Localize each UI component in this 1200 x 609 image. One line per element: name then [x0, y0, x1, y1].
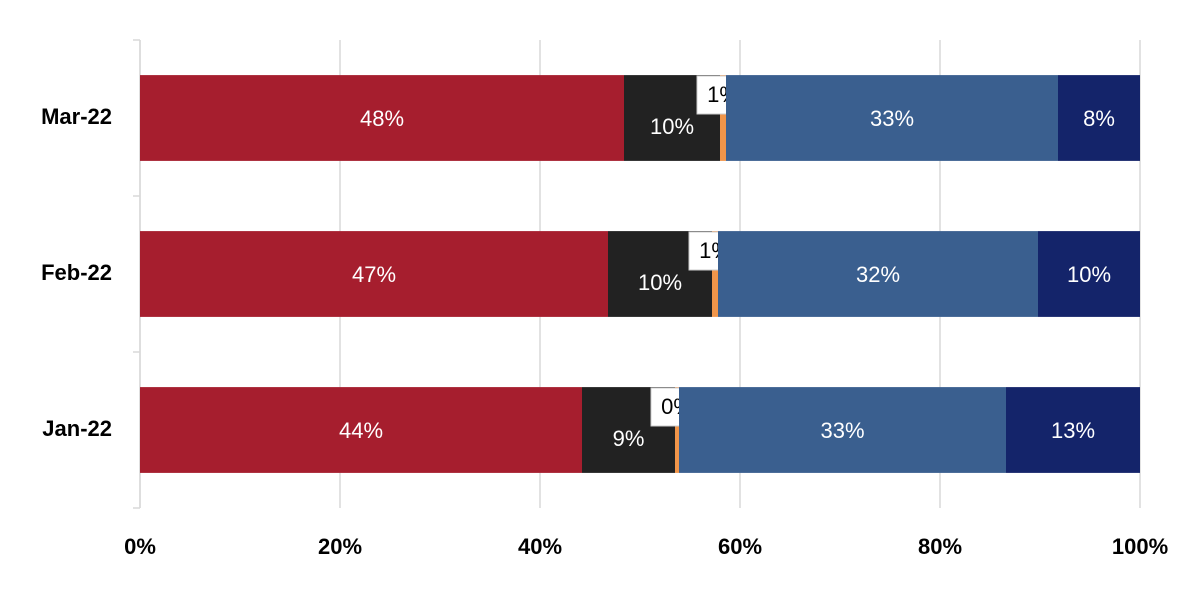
bar-segment — [712, 231, 718, 317]
x-tick-label: 0% — [124, 534, 156, 559]
x-tick-label: 100% — [1112, 534, 1168, 559]
y-tick-label: Mar-22 — [41, 104, 112, 129]
x-tick-label: 40% — [518, 534, 562, 559]
data-label: 8% — [1083, 106, 1115, 131]
data-label: 44% — [339, 418, 383, 443]
bar-segment — [1038, 231, 1140, 317]
data-label: 13% — [1051, 418, 1095, 443]
data-label: 47% — [352, 262, 396, 287]
bar-segment — [675, 387, 679, 473]
bar-segment — [726, 75, 1058, 161]
x-tick-label: 80% — [918, 534, 962, 559]
bar-segment — [140, 75, 624, 161]
bar-segment — [718, 231, 1038, 317]
data-label: 33% — [820, 418, 864, 443]
data-label: 9% — [613, 426, 645, 451]
bar-segment — [1058, 75, 1140, 161]
bar-segment — [1006, 387, 1140, 473]
data-label: 10% — [1067, 262, 1111, 287]
data-label: 10% — [650, 114, 694, 139]
data-label: 48% — [360, 106, 404, 131]
data-label: 33% — [870, 106, 914, 131]
data-label: 10% — [638, 270, 682, 295]
y-tick-label: Feb-22 — [41, 260, 112, 285]
bar-segment — [140, 387, 582, 473]
bar-segment — [140, 231, 608, 317]
x-tick-label: 60% — [718, 534, 762, 559]
data-label: 32% — [856, 262, 900, 287]
bar-segment — [720, 75, 726, 161]
bar-segment — [679, 387, 1006, 473]
y-tick-label: Jan-22 — [42, 416, 112, 441]
x-tick-label: 20% — [318, 534, 362, 559]
